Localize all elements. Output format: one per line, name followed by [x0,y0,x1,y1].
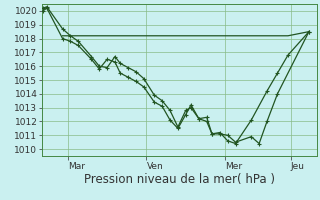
X-axis label: Pression niveau de la mer( hPa ): Pression niveau de la mer( hPa ) [84,173,275,186]
